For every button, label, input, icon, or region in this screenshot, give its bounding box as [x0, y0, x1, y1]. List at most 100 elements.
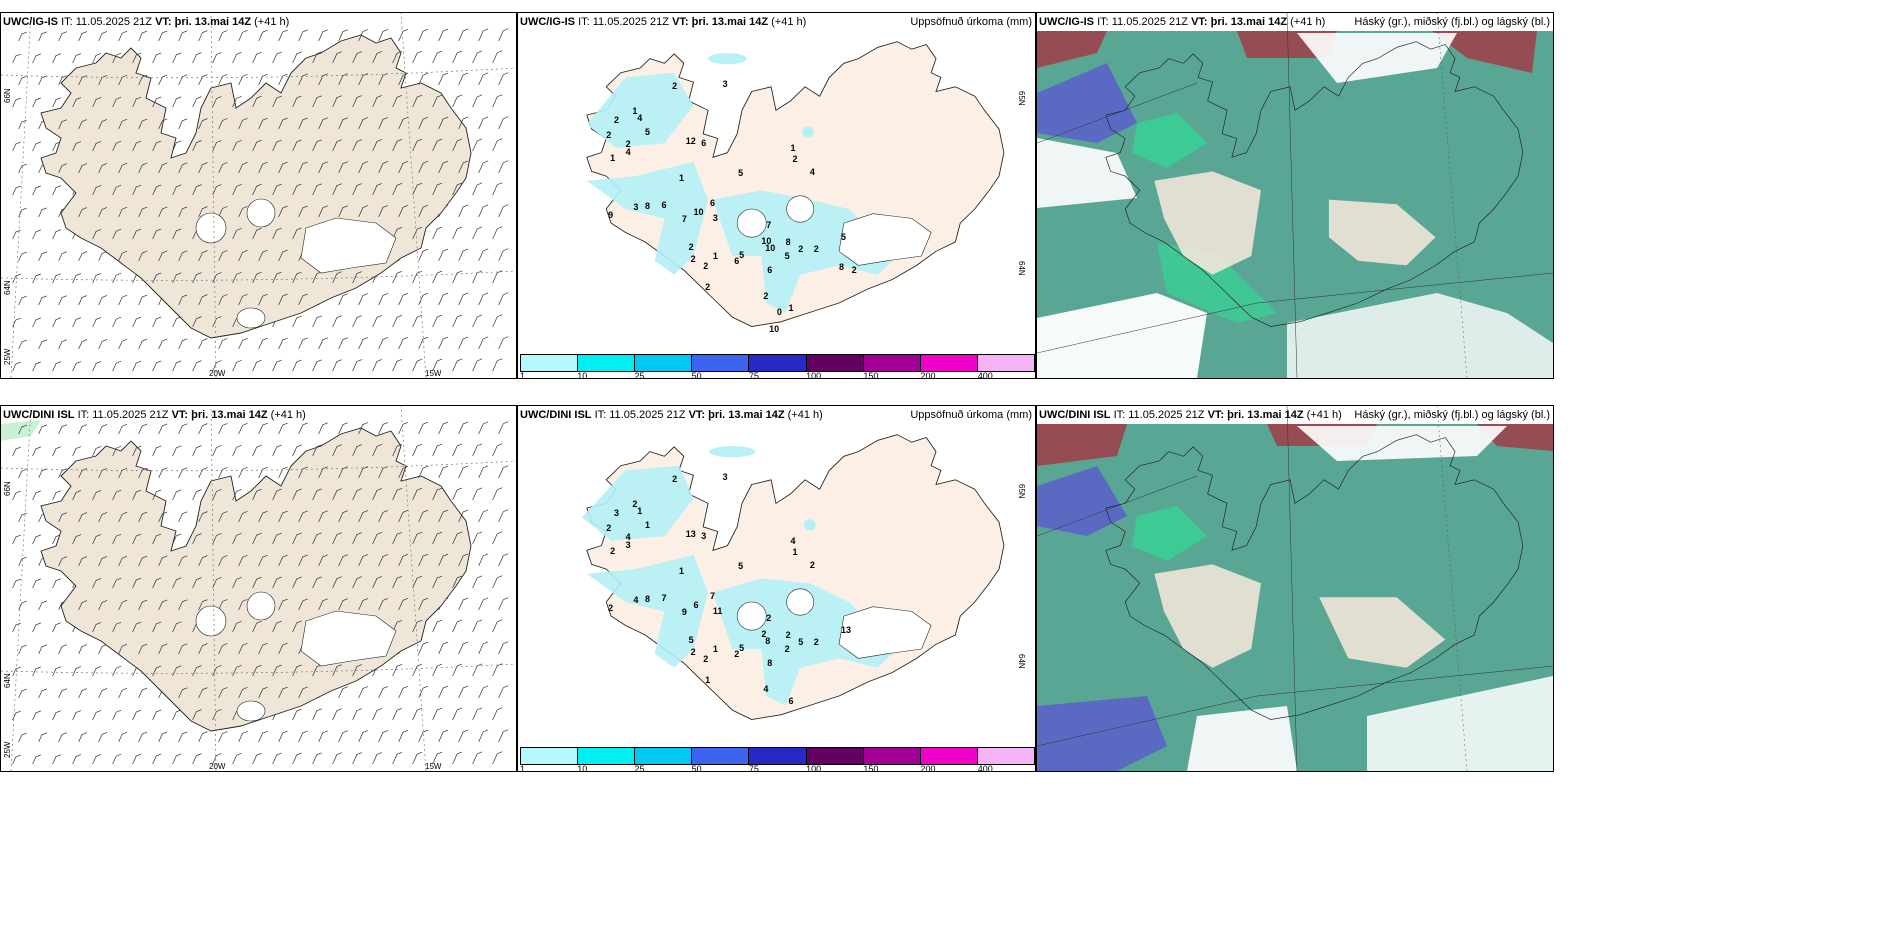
wind-barb	[78, 339, 88, 350]
wind-panel-bottom: UWC/DINI ISL IT: 11.05.2025 21Z VT: þri.…	[0, 405, 517, 772]
wind-barb	[432, 707, 443, 721]
precip-value-label: 1	[610, 152, 616, 163]
wind-barb	[118, 162, 128, 174]
wind-barb	[72, 754, 82, 765]
wind-barb	[438, 729, 449, 743]
wind-barb	[192, 184, 202, 196]
wind-barb	[412, 487, 423, 501]
wind-barb	[292, 315, 302, 328]
wind-barb	[78, 207, 88, 218]
wind-barb	[278, 642, 288, 655]
wind-barb	[498, 553, 509, 567]
wind-barb	[398, 421, 409, 435]
wind-barb	[92, 229, 102, 240]
wind-barb	[372, 576, 383, 589]
wind-barb	[338, 598, 348, 611]
wind-barb	[452, 94, 463, 108]
precip-value-label: 3	[722, 472, 728, 483]
wind-barb	[72, 490, 82, 501]
wind-barb	[12, 666, 21, 677]
wind-barb	[198, 643, 208, 655]
wind-barb	[38, 644, 47, 655]
wind-barb	[218, 687, 228, 699]
precip-value-label: 4	[625, 146, 631, 157]
wind-barb	[278, 205, 288, 218]
wind-barb	[452, 270, 463, 284]
precip-value-label: 8	[765, 635, 771, 646]
wind-barb	[138, 338, 148, 350]
wind-barb	[212, 272, 222, 284]
wind-barb	[98, 644, 108, 655]
wind-barb	[418, 641, 429, 655]
colorbar-segment	[635, 748, 693, 764]
precip-value-label: 2	[672, 474, 678, 485]
wind-barb	[118, 555, 128, 567]
wind-barb	[158, 74, 168, 86]
wind-barb	[32, 578, 41, 589]
wind-barb	[258, 510, 268, 523]
wind-barb	[492, 94, 503, 108]
wind-barb	[238, 118, 248, 130]
wind-barb	[58, 732, 68, 743]
wind-barb	[332, 95, 342, 108]
wind-barb	[438, 421, 449, 435]
wind-barb	[338, 161, 348, 174]
wind-barb	[212, 577, 222, 589]
wind-barb	[372, 359, 383, 372]
wind-barb	[418, 72, 429, 86]
wind-barb	[132, 140, 142, 152]
wind-barb	[498, 685, 509, 699]
wind-barb	[352, 576, 363, 589]
wind-barb	[18, 163, 27, 174]
wind-barb	[178, 423, 188, 435]
wind-barb	[298, 161, 308, 174]
wind-barb	[392, 270, 403, 284]
wind-barb	[218, 511, 228, 523]
wind-barb	[32, 273, 41, 284]
wind-barb	[152, 577, 162, 589]
wind-barb	[352, 315, 363, 328]
colorbar-segment	[578, 355, 636, 371]
colorbar-segment	[977, 748, 1034, 764]
panel-title: Háský (gr.), miðský (fj.bl.) og lágský (…	[1354, 16, 1550, 28]
precip-value-label: 2	[703, 653, 709, 664]
wind-barb	[478, 116, 489, 130]
wind-barb	[58, 512, 68, 523]
wind-barb	[192, 709, 202, 721]
wind-barb	[292, 444, 302, 457]
wind-barb	[298, 73, 308, 86]
precip-value-label: 2	[672, 81, 678, 92]
wind-barb	[412, 663, 423, 677]
wind-barb	[252, 139, 262, 152]
wind-barb	[212, 753, 222, 765]
wind-barb	[92, 622, 102, 633]
precip-value-label: 2	[813, 243, 819, 254]
wind-barbs	[12, 421, 509, 765]
wind-barb	[438, 685, 449, 699]
wind-barb	[78, 251, 88, 262]
wind-barb	[452, 182, 463, 196]
wind-barb	[452, 443, 463, 457]
wind-barbs-land	[58, 422, 469, 721]
wind-barb	[218, 162, 228, 174]
wind-barb	[332, 271, 342, 284]
precip-value-label: 2	[690, 647, 696, 658]
precip-value-label: 2	[606, 523, 612, 534]
wind-barb	[152, 753, 162, 765]
wind-barb	[432, 270, 443, 284]
wind-barb	[192, 140, 202, 152]
wind-barb	[198, 206, 208, 218]
wind-barb	[418, 28, 429, 42]
wind-barb	[118, 294, 128, 306]
wind-barb	[138, 423, 148, 435]
wind-barb	[152, 140, 162, 152]
wind-barb	[138, 250, 148, 262]
precip-value-label: 13	[685, 528, 696, 539]
wind-barb	[398, 72, 409, 86]
wind-barb	[118, 511, 128, 523]
wind-barb	[458, 597, 469, 611]
wind-barb	[452, 138, 463, 152]
lat-label-64n: 64N	[3, 280, 12, 295]
precip-value-label: 2	[809, 559, 815, 570]
wind-barb	[412, 182, 423, 196]
